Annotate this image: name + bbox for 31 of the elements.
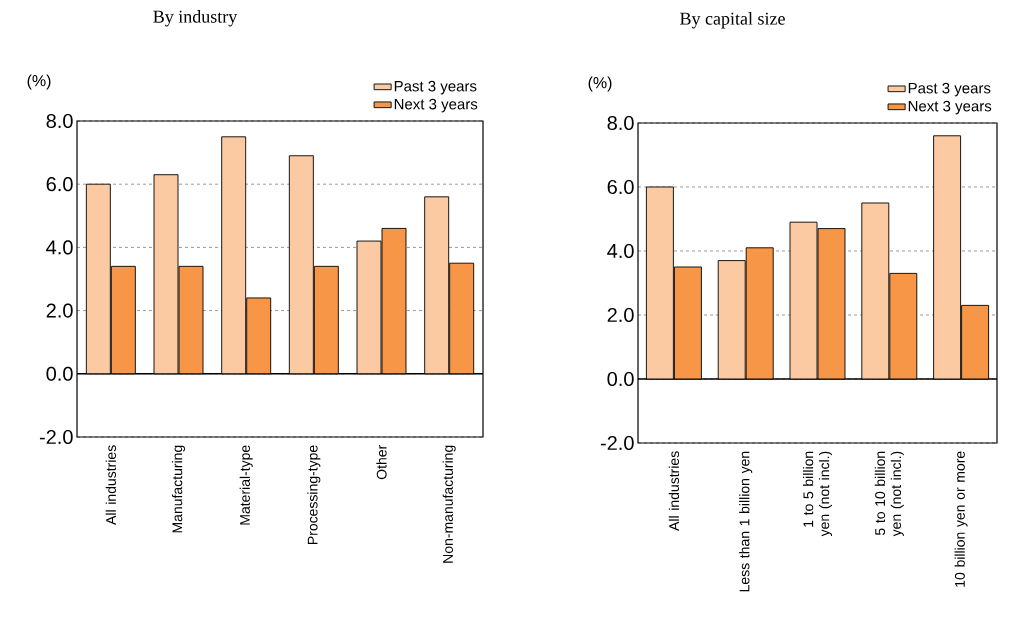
y-axis-title: (%): [27, 74, 51, 90]
x-tick-label: 5 to 10 billion yen (not incl.): [874, 451, 904, 537]
y-tick-label: 6.0: [46, 177, 73, 192]
chart-title: By industry: [153, 10, 238, 27]
chart-title: By capital size: [680, 12, 785, 29]
legend-label: Past 3 years: [908, 82, 991, 97]
y-tick-label: 2.0: [607, 307, 634, 323]
x-tick-label: 1 to 5 billion yen (not incl.): [802, 451, 833, 537]
x-tick-label: All industries: [668, 451, 680, 531]
y-axis-title: (%): [588, 76, 612, 92]
x-tick-label: Less than 1 billion yen: [739, 451, 753, 592]
x-tick-label: Manufacturing: [171, 445, 186, 533]
x-tick-label: All industries: [105, 445, 116, 525]
x-tick-label: Material-type: [239, 445, 253, 525]
x-tick-label: Processing-type: [307, 445, 321, 545]
y-tick-label: 8.0: [46, 113, 73, 129]
legend-label: Past 3 years: [394, 80, 477, 95]
y-tick-label: 2.0: [46, 303, 73, 318]
y-tick-label: -2.0: [39, 429, 73, 445]
y-tick-label: 4.0: [46, 240, 73, 255]
y-tick-label: -2.0: [600, 435, 634, 451]
y-tick-label: 6.0: [607, 179, 634, 195]
legend-label: Next 3 years: [394, 98, 478, 113]
x-tick-label: Non-manufacturing: [442, 445, 456, 563]
legend-label: Next 3 years: [908, 100, 992, 115]
y-tick-label: 0.0: [46, 366, 73, 381]
y-tick-label: 8.0: [607, 115, 634, 131]
y-tick-label: 0.0: [607, 371, 634, 387]
x-tick-label: 10 billion yen or more: [954, 451, 968, 587]
x-tick-label: Other: [376, 445, 387, 480]
y-tick-label: 4.0: [607, 243, 634, 259]
